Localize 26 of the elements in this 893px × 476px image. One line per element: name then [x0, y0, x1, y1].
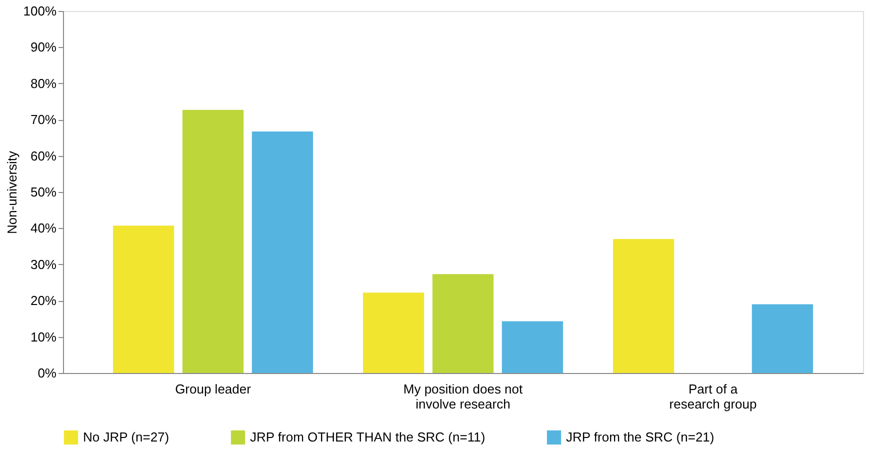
y-tick-label: 0%: [38, 366, 57, 380]
y-tick-label: 70%: [30, 112, 57, 128]
x-tick-label: My position does not involve research: [403, 382, 524, 412]
x-tick-label: Group leader: [175, 382, 252, 396]
y-tick-label: 80%: [30, 76, 57, 91]
y-tick-label: 30%: [30, 256, 57, 272]
y-tick-label: 90%: [30, 40, 57, 55]
y-tick-label: 50%: [30, 184, 57, 200]
bar: [113, 226, 174, 373]
legend-label: JRP from the SRC (n=21): [566, 429, 714, 444]
bar: [252, 132, 313, 373]
y-tick-label: 100%: [23, 4, 57, 18]
bar: [752, 304, 813, 373]
bar: [432, 274, 494, 373]
bar: [613, 239, 674, 373]
y-tick-label: 10%: [30, 329, 57, 344]
y-tick-label: 40%: [30, 220, 57, 236]
x-tick-label: Part of a research group: [669, 382, 757, 412]
legend-label: No JRP (n=27): [83, 429, 170, 444]
bar: [502, 321, 563, 373]
y-axis-title: Non-university: [4, 150, 20, 234]
bar: [182, 110, 244, 373]
legend-label: JRP from OTHER THAN the SRC (n=11): [250, 429, 486, 444]
y-tick-label: 20%: [30, 293, 57, 308]
y-tick-label: 60%: [30, 148, 57, 164]
bar: [363, 292, 424, 373]
